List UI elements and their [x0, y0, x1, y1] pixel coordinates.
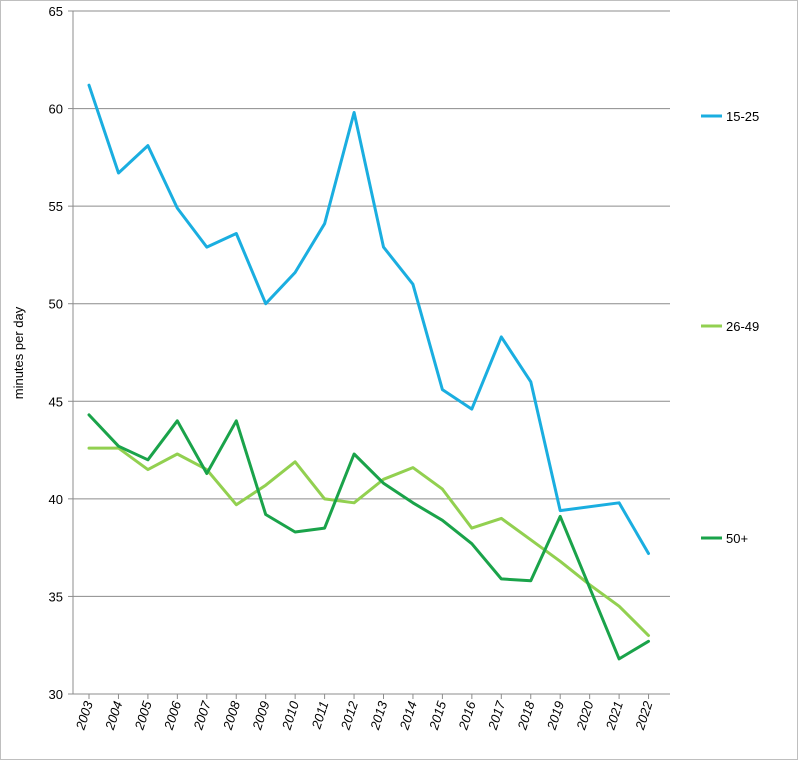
x-tick-label: 2014: [396, 699, 420, 732]
axes: 30 35 40 45 50 55 60 65 2003 2004 2005 2006 2007 2008…: [49, 4, 670, 732]
y-tick-label: 55: [49, 199, 63, 214]
x-tick-label: 2003: [72, 699, 96, 733]
x-tick-label: 2021: [602, 699, 626, 732]
legend-label: 50+: [726, 531, 748, 546]
x-tick-label: 2015: [426, 699, 450, 733]
legend: 15-25 26-49 50+: [701, 109, 759, 546]
x-tick-label: 2017: [485, 699, 509, 733]
x-tick-label: 2011: [308, 699, 331, 731]
x-tick-label: 2019: [544, 699, 568, 732]
gridlines: [73, 10, 670, 597]
x-tick-label: 2010: [278, 699, 302, 733]
y-tick-label: 30: [49, 687, 63, 702]
x-tick-label: 2016: [455, 699, 479, 733]
x-tick-label: 2004: [102, 699, 126, 732]
y-tick-label: 45: [49, 394, 63, 409]
y-tick-label: 50: [49, 297, 63, 312]
x-tick-label: 2013: [367, 699, 391, 733]
series-lines: [87, 83, 650, 661]
legend-label: 15-25: [726, 109, 759, 124]
y-tick-label: 60: [49, 102, 63, 117]
x-tick-label: 2007: [190, 699, 214, 733]
x-tick-label: 2022: [632, 699, 656, 733]
x-tick-label: 2005: [131, 699, 155, 733]
series-line-15-25: [87, 83, 650, 555]
x-tick-label: 2008: [220, 699, 244, 733]
series-line-26-49: [87, 446, 650, 637]
x-tick-label: 2020: [573, 699, 597, 733]
x-tick-label: 2012: [337, 699, 361, 733]
y-tick-label: 65: [49, 4, 63, 19]
legend-label: 26-49: [726, 319, 759, 334]
x-tick-label: 2009: [249, 699, 273, 732]
x-tick-label: 2018: [514, 699, 538, 733]
y-axis-title: minutes per day: [11, 306, 26, 399]
x-tick-label: 2006: [161, 699, 185, 733]
series-line-50+: [87, 413, 650, 661]
y-tick-label: 35: [49, 589, 63, 604]
y-tick-label: 40: [49, 492, 63, 507]
